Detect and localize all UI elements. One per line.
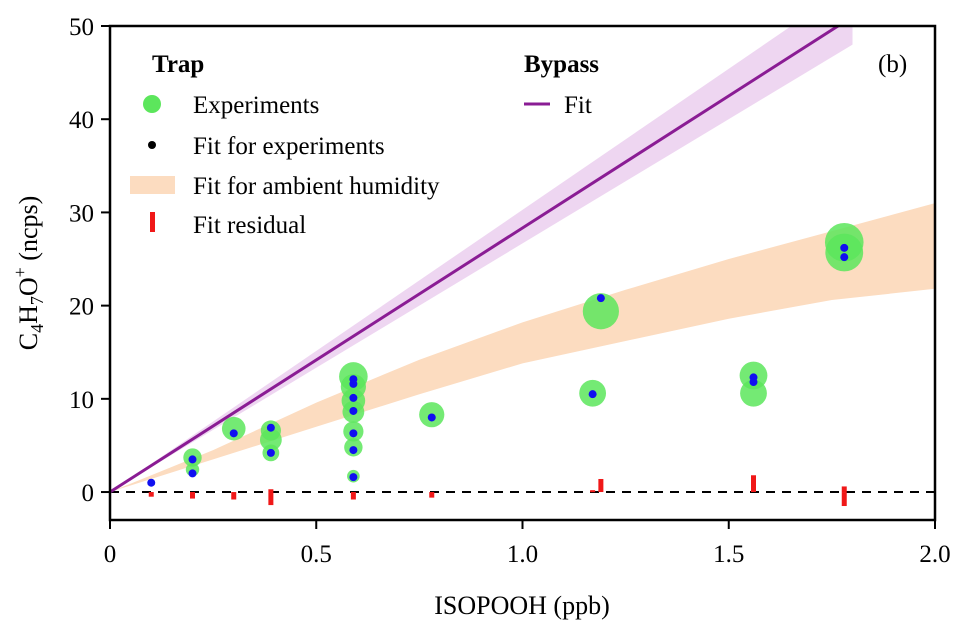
x-tick-label: 1.0 [507,541,538,568]
experiment-point [740,379,767,407]
legend-residual-label: Fit residual [193,212,306,239]
x-tick-label: 1.5 [713,541,744,568]
x-tick-label: 0 [104,541,117,568]
y-axis-title: C4H7O+ (ncps) [10,196,47,351]
fit-for-experiment-points [147,243,849,487]
legend-residual-marker [150,212,155,232]
fit-residual-mark [751,475,756,493]
fit-residual-mark [841,492,847,507]
x-tick-label: 2.0 [919,541,950,568]
legend-ambient-label: Fit for ambient humidity [193,173,440,200]
fit-for-experiment-point [266,423,275,432]
panel-label: (b) [878,51,907,78]
fit-for-experiment-point [147,478,156,487]
fit-for-experiment-point [188,455,197,464]
experiment-point [825,233,864,272]
fit-residual-mark [268,489,274,493]
fit-for-experiment-point [266,448,275,457]
bypass-fit-line [110,26,841,494]
legend-experiments-marker [143,95,161,113]
y-tick-label: 20 [69,294,94,321]
fit-for-experiment-point [188,469,197,478]
fit-residual-mark [350,492,356,500]
fit-for-experiment-point [349,393,358,402]
legend-bypass-header: Bypass [524,51,599,78]
legend-experiments-label: Experiments [193,92,319,119]
legend-fit-experiments-label: Fit for experiments [193,133,385,160]
fit-for-experiment-point [229,429,238,438]
legend-trap-header: Trap [152,51,204,78]
fit-residual-mark [148,492,154,497]
y-tick-label: 30 [69,200,94,227]
fit-residual-mark [841,486,847,493]
fit-for-experiment-point [349,473,358,482]
fit-residual-mark [268,492,274,506]
legend-ambient-band-marker [130,176,175,194]
experiment-point [259,428,282,451]
ambient-humidity-band [110,203,935,492]
fit-residual-mark [598,478,604,493]
plot-area [110,26,935,507]
fit-residual-mark [190,492,195,499]
fit-residual-marks [148,475,847,507]
experiment-point [221,416,246,441]
fit-residual-mark [231,492,237,500]
y-tick-label: 10 [69,387,94,414]
y-tick-label: 0 [82,480,95,507]
fit-for-experiment-point [349,429,358,438]
y-tick-label: 40 [69,107,94,134]
fit-bands [110,26,935,492]
fit-for-experiment-point [588,390,597,399]
legend: Trap Bypass Experiments Fit for experime… [130,51,599,239]
y-tick-label: 50 [69,14,94,41]
bypass-fit-band [110,26,853,492]
fit-residual-mark [590,490,596,493]
legend-bypass-fit-label: Fit [564,92,592,119]
axes: 0 0.5 1.0 1.5 2.0 0 10 20 30 40 50 [69,14,951,568]
fit-for-experiment-point [349,379,358,388]
fit-residual-mark [429,492,435,498]
experiment-point [582,293,619,330]
fit-for-experiment-point [596,294,605,303]
fit-for-experiment-point [427,413,436,422]
fit-for-experiment-point [349,406,358,415]
fit-for-experiment-point [749,378,758,387]
x-axis-title: ISOPOOH (ppb) [434,591,610,620]
experiment-points [183,222,864,483]
fit-for-experiment-point [840,253,849,262]
x-tick-label: 0.5 [301,541,332,568]
fit-lines [110,26,935,494]
fit-for-experiment-point [349,446,358,455]
legend-fit-experiments-marker [148,141,156,149]
fit-for-experiment-point [840,243,849,252]
